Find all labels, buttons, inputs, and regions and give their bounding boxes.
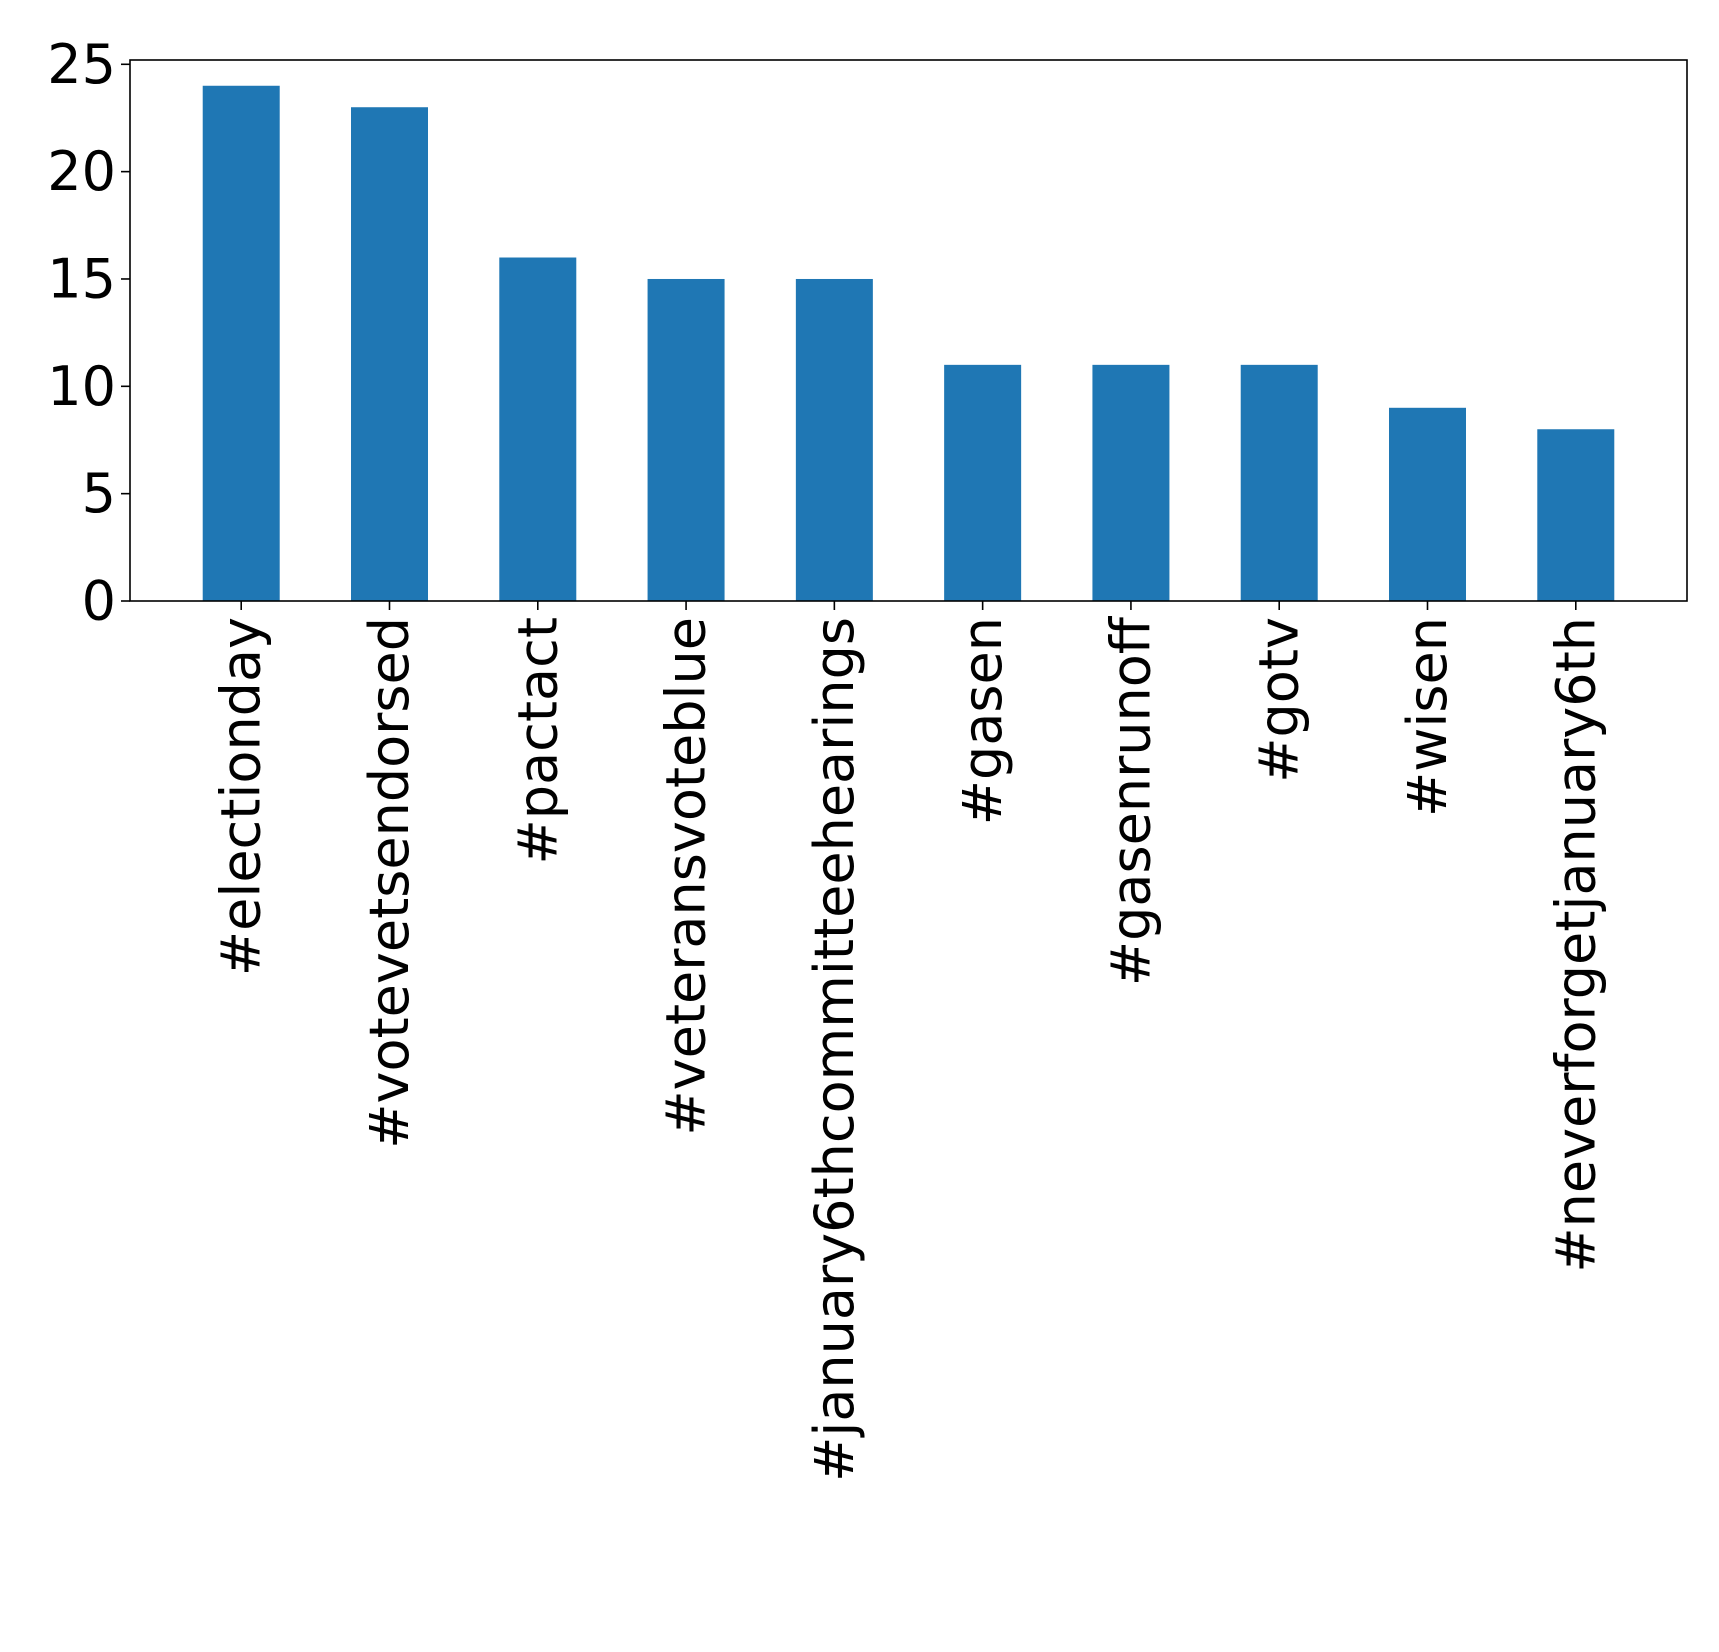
y-tick-label: 10 <box>47 355 116 418</box>
x-tick-label: #veteransvoteblue <box>655 617 718 1136</box>
bar-january6thcommitteehearings <box>795 278 873 601</box>
x-tick-label: #neverforgetjanuary6th <box>1544 617 1607 1273</box>
y-tick-label: 0 <box>82 570 116 633</box>
y-tick-label: 15 <box>47 247 116 310</box>
bar-gasen <box>944 364 1022 601</box>
x-axis: #electionday #votevetsendorsed #pactact #ve… <box>210 601 1607 1482</box>
x-tick-label: #electionday <box>210 617 273 976</box>
bar-neverforgetjanuary6th <box>1537 429 1615 601</box>
bar-pactact <box>499 257 577 601</box>
bar-votevetsendorsed <box>351 107 428 601</box>
x-tick-label: #january6thcommitteehearings <box>803 617 866 1482</box>
x-tick-label: #wisen <box>1396 617 1459 817</box>
x-tick-label: #gasen <box>951 617 1014 825</box>
x-tick-label: #pactact <box>506 617 569 864</box>
bar-electionday <box>202 85 280 601</box>
x-tick-label: #gasenrunoff <box>1099 615 1162 986</box>
y-tick-label: 5 <box>82 462 116 525</box>
x-tick-label: #gotv <box>1248 617 1311 783</box>
y-tick-label: 20 <box>47 140 116 203</box>
x-tick-label: #votevetsendorsed <box>358 617 421 1149</box>
bar-gotv <box>1240 364 1318 601</box>
bars-layer <box>202 85 1615 601</box>
y-axis: 0 5 10 15 20 25 <box>47 33 130 633</box>
bar-wisen <box>1389 407 1466 601</box>
bar-gasenrunoff <box>1092 364 1170 601</box>
y-tick-label: 25 <box>47 33 116 96</box>
plot-frame <box>129 59 1688 602</box>
bar-veteransvoteblue <box>647 278 725 601</box>
